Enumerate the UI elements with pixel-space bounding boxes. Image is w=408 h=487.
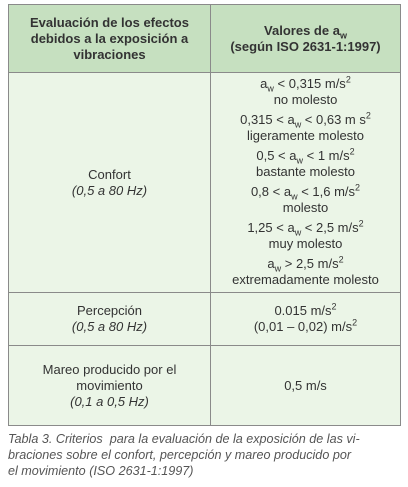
text: 0,5 m/s: [284, 377, 327, 393]
text: (según ISO 2631-1:1997): [230, 38, 381, 54]
subscript: w: [294, 227, 302, 238]
value-line: 0,8 < aw < 1,6 m/s2: [215, 182, 396, 202]
superscript: 2: [358, 218, 364, 229]
table-row: Mareo producido por el movimiento (0,1 a 0…: [8, 345, 401, 426]
row-label: Confort (0,5 a 80 Hz): [8, 72, 211, 293]
label-line: Confort: [88, 166, 131, 182]
table-row: Percepción (0,5 a 80 Hz) 0.015 m/s2 (0,01 –…: [8, 292, 401, 346]
description: bastante molesto: [255, 164, 355, 179]
description: molesto: [282, 200, 329, 215]
text: < 1,6 m/s: [297, 184, 356, 199]
label-line: Percepción: [76, 303, 143, 318]
text: 0,5 < a: [256, 148, 297, 163]
description: no molesto: [273, 92, 338, 107]
header-line: Valores de aw: [215, 22, 396, 41]
header-line: Evaluación de los efectos: [30, 14, 189, 30]
criterion: (0,01 – 0,02) m/s2: [215, 317, 396, 335]
value-line: 0,5 m/s: [215, 378, 396, 394]
table-row: Confort (0,5 a 80 Hz) aw < 0,315 m/s2 no mo…: [8, 72, 401, 293]
criterion: 0,8 < aw < 1,6 m/s2 molesto: [215, 182, 396, 216]
value-line: (0,01 – 0,02) m/s2: [215, 317, 396, 335]
value-line: 0.015 m/s2: [215, 301, 396, 319]
header-line: vibraciones: [73, 46, 146, 62]
superscript: 2: [349, 146, 355, 157]
frequency-range: (0,5 a 80 Hz): [71, 182, 148, 198]
superscript: 2: [345, 74, 351, 85]
description: muy molesto: [268, 236, 343, 251]
text: Valores de a: [264, 22, 340, 38]
row-values: aw < 0,315 m/s2 no molesto 0,315 < aw < 0,…: [210, 72, 401, 293]
criteria-table: Evaluación de los efectos debidos a la ex…: [8, 4, 401, 426]
value-line: aw < 0,315 m/s2: [215, 74, 396, 94]
text: 0.015 m/s: [274, 303, 332, 318]
superscript: 2: [355, 182, 361, 193]
criterion: aw > 2,5 m/s2 extremadamente molesto: [215, 254, 396, 288]
subscript: w: [291, 191, 298, 202]
row-label: Mareo producido por el movimiento (0,1 a 0…: [8, 345, 211, 426]
row-values: 0.015 m/s2 (0,01 – 0,02) m/s2: [210, 292, 401, 346]
value-line: aw > 2,5 m/s2: [215, 254, 396, 274]
header-right: Valores de aw (según ISO 2631-1:1997): [210, 4, 401, 73]
value-line: 0,5 < aw < 1 m/s2: [215, 146, 396, 166]
criterion: 0,5 < aw < 1 m/s2 bastante molesto: [215, 146, 396, 180]
criterion: 1,25 < aw < 2,5 m/s2 muy molesto: [215, 218, 396, 252]
subscript: w: [267, 83, 274, 94]
text: < 0,315 m/s: [273, 76, 346, 91]
header-left: Evaluación de los efectos debidos a la ex…: [8, 4, 211, 73]
criterion: 0,315 < aw < 0,63 m s2 ligeramente molest…: [215, 110, 396, 144]
text: > 2,5 m/s: [281, 256, 339, 271]
text: < 2,5 m/s: [301, 220, 359, 235]
description: ligeramente molesto: [246, 128, 365, 143]
row-values: 0,5 m/s: [210, 345, 401, 426]
text: a: [260, 76, 268, 91]
caption-line: braciones sobre el confort, percepción y…: [8, 448, 352, 462]
superscript: 2: [365, 110, 371, 121]
text: a: [267, 256, 275, 271]
criterion: 0,5 m/s: [215, 378, 396, 394]
subscript: w: [294, 119, 302, 130]
superscript: 2: [331, 301, 337, 312]
criterion: aw < 0,315 m/s2 no molesto: [215, 74, 396, 108]
frequency-range: (0,1 a 0,5 Hz): [70, 393, 149, 409]
subscript: w: [296, 155, 304, 166]
value-line: 0,315 < aw < 0,63 m s2: [215, 110, 396, 130]
text: < 1 m/s: [303, 148, 350, 163]
caption: Tabla 3. Criterios para la evaluación de…: [8, 431, 404, 479]
label-line: movimiento: [76, 377, 143, 393]
caption-line: Tabla 3. Criterios para la evaluación de…: [8, 432, 360, 446]
table-body: Confort (0,5 a 80 Hz) aw < 0,315 m/s2 no mo…: [8, 72, 401, 426]
superscript: 2: [338, 254, 344, 265]
text: 0,315 < a: [240, 112, 295, 127]
text: < 0,63 m s: [301, 112, 366, 127]
header-line: debidos a la exposición a: [30, 30, 189, 46]
subscript: w: [339, 30, 347, 41]
text: 1,25 < a: [247, 220, 295, 235]
frequency-range: (0,5 a 80 Hz): [71, 319, 148, 334]
text: (0,01 – 0,02) m/s: [253, 319, 353, 334]
criterion: 0.015 m/s2: [215, 301, 396, 319]
header-row: Evaluación de los efectos debidos a la ex…: [8, 4, 401, 73]
row-label: Percepción (0,5 a 80 Hz): [8, 292, 211, 346]
subscript: w: [274, 263, 282, 274]
superscript: 2: [352, 317, 358, 328]
description: extremadamente molesto: [232, 272, 379, 287]
value-line: 1,25 < aw < 2,5 m/s2: [215, 218, 396, 238]
label-line: Mareo producido por el: [42, 361, 177, 377]
header-line: (según ISO 2631-1:1997): [215, 39, 396, 55]
caption-line: el movimiento (ISO 2631-1:1997): [8, 464, 194, 478]
text: 0,8 < a: [250, 184, 292, 199]
